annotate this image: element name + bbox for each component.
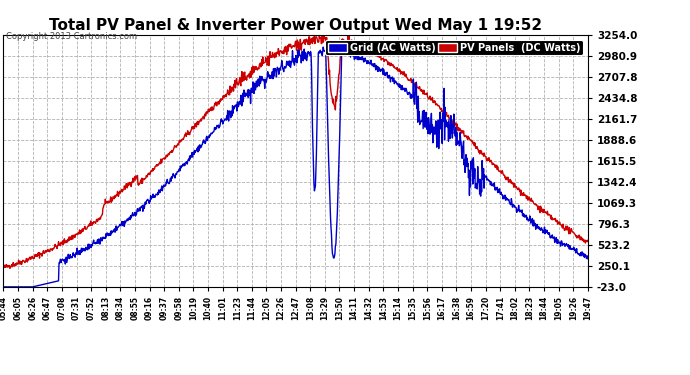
Text: Copyright 2013 Cartronics.com: Copyright 2013 Cartronics.com xyxy=(6,32,137,41)
Title: Total PV Panel & Inverter Power Output Wed May 1 19:52: Total PV Panel & Inverter Power Output W… xyxy=(49,18,542,33)
Legend: Grid (AC Watts), PV Panels  (DC Watts): Grid (AC Watts), PV Panels (DC Watts) xyxy=(325,40,583,55)
